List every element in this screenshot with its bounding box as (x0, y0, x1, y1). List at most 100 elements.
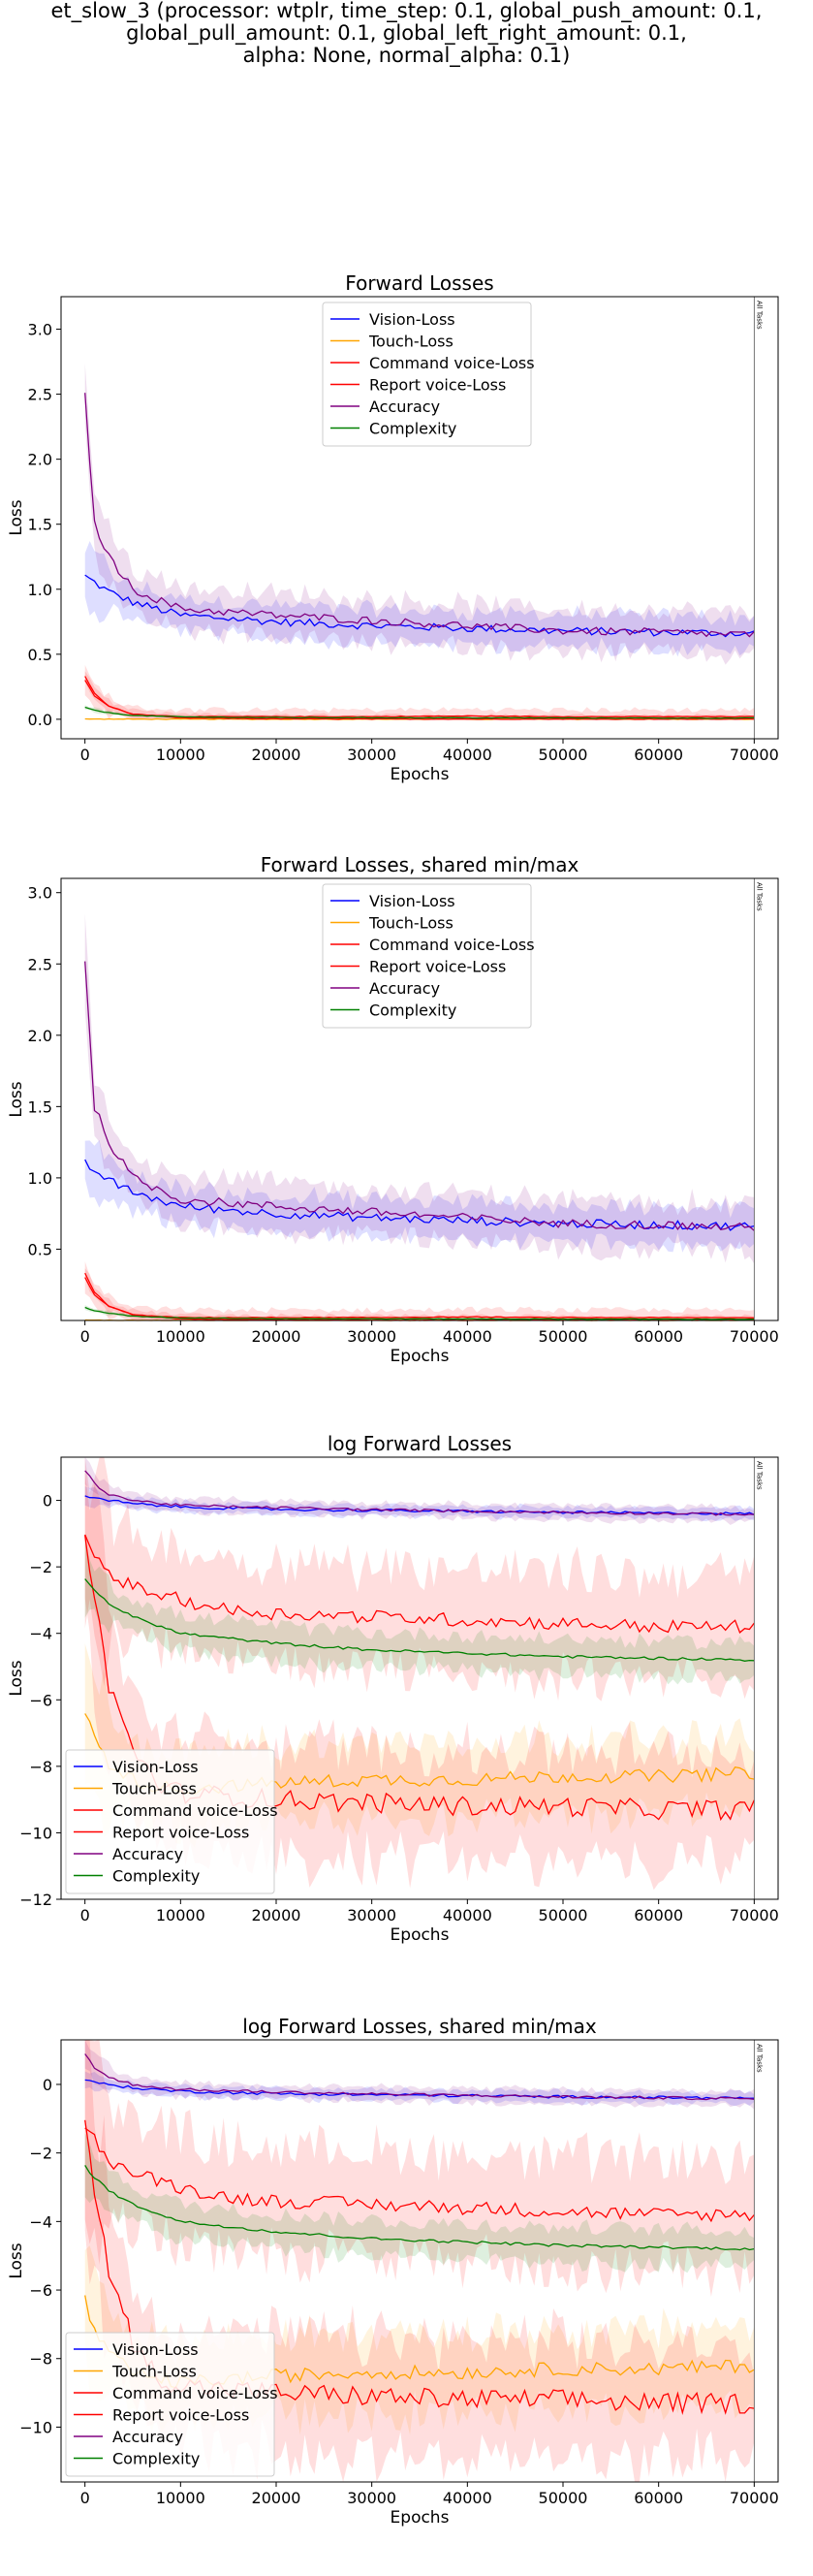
figure-title-line: alpha: None, normal_alpha: 0.1) (242, 44, 571, 67)
chart-log-forward-losses-shared: log Forward Losses, shared min/max All Ta… (7, 2015, 779, 2528)
series-line-accuracy (84, 961, 755, 1231)
series-line-complexity (84, 706, 755, 719)
x-tick-label: 70000 (730, 2489, 779, 2507)
figure-title-line: global_pull_amount: 0.1, global_left_rig… (126, 21, 687, 45)
y-tick-label: 1.5 (28, 516, 52, 534)
y-tick-label: 0.5 (28, 646, 52, 664)
y-tick-label: −4 (29, 2212, 52, 2231)
x-tick-label: 20000 (252, 2489, 301, 2507)
y-tick-label: 0.5 (28, 1240, 52, 1258)
band-command-voice-loss (84, 671, 755, 719)
x-tick-label: 40000 (443, 1327, 492, 1346)
legend-box (65, 2332, 275, 2477)
chart-title: log Forward Losses, shared min/max (242, 2015, 597, 2038)
legend-entry-touch-loss: Touch-Loss (111, 1780, 197, 1798)
series-line-complexity (84, 2165, 755, 2251)
band-complexity (84, 1305, 755, 1320)
y-tick-label: 1.5 (28, 1097, 52, 1116)
series-line-vision-loss (84, 1159, 755, 1231)
series-line-accuracy (84, 1470, 755, 1516)
series-lines (84, 1470, 755, 1822)
legend: Vision-Loss Touch-Loss Command voice-Loss R… (322, 883, 535, 1029)
band-report-voice-loss (84, 1261, 755, 1320)
chart-title: Forward Losses, shared min/max (261, 853, 579, 876)
y-tick-label: 3.0 (28, 884, 52, 903)
x-tick-label: 60000 (634, 1327, 683, 1346)
legend: Vision-Loss Touch-Loss Command voice-Loss R… (322, 302, 535, 447)
y-axis-label: Loss (7, 1081, 26, 1117)
x-tick-label: 70000 (730, 1327, 779, 1346)
x-tick-label: 20000 (252, 1327, 301, 1346)
x-tick-label: 30000 (347, 2489, 396, 2507)
legend-entry-report-voice-loss: Report voice-Loss (369, 958, 506, 976)
series-line-vision-loss (84, 2079, 755, 2100)
x-tick-label: 40000 (443, 2489, 492, 2507)
x-tick-label: 60000 (634, 2489, 683, 2507)
legend-entry-command-voice-loss: Command voice-Loss (112, 1801, 278, 1820)
y-axis-label: Loss (7, 2242, 26, 2278)
band-vision-loss (84, 2071, 755, 2107)
y-tick-label: −8 (29, 2350, 52, 2369)
x-tick-label: 10000 (156, 1327, 205, 1346)
chart-forward-losses: Forward Losses All Tasks 0 10000 20000 30000 4… (7, 271, 779, 784)
legend-entry-command-voice-loss: Command voice-Loss (369, 354, 535, 372)
x-tick-label: 70000 (730, 1906, 779, 1924)
series-lines (84, 393, 755, 720)
legend-entry-vision-loss: Vision-Loss (112, 2340, 199, 2359)
x-tick-label: 0 (80, 746, 90, 764)
legend-box (322, 883, 532, 1029)
x-tick-label: 20000 (252, 1906, 301, 1924)
x-tick-label: 0 (80, 1906, 90, 1924)
x-axis-label: Epochs (391, 2508, 450, 2528)
x-tick-label: 60000 (634, 1906, 683, 1924)
legend-entry-vision-loss: Vision-Loss (369, 892, 455, 910)
legend-entry-vision-loss: Vision-Loss (112, 1758, 199, 1776)
legend: Vision-Loss Touch-Loss Command voice-Loss R… (65, 2332, 278, 2477)
x-tick-label: 40000 (443, 746, 492, 764)
y-tick-label: −6 (29, 1691, 52, 1709)
x-axis-label: Epochs (391, 765, 450, 784)
legend-entry-complexity: Complexity (112, 1867, 200, 1886)
band-accuracy (84, 1457, 755, 1525)
x-tick-label: 20000 (252, 746, 301, 764)
y-tick-label: 1.0 (28, 1169, 52, 1188)
legend-entry-touch-loss: Touch-Loss (111, 2363, 197, 2381)
legend-entry-touch-loss: Touch-Loss (368, 914, 453, 933)
band-report-voice-loss (84, 664, 755, 719)
chart-title: log Forward Losses (328, 1432, 512, 1455)
x-tick-label: 30000 (347, 1327, 396, 1346)
y-tick-label: 0.0 (28, 711, 52, 729)
legend-entry-complexity: Complexity (369, 1002, 456, 1020)
chart-log-forward-losses: log Forward Losses All Tasks 0 10000 20000 30… (7, 1432, 779, 1945)
x-tick-label: 60000 (634, 746, 683, 764)
x-tick-label: 50000 (539, 746, 588, 764)
series-line-report-voice-loss (84, 2127, 755, 2223)
x-axis-label: Epochs (391, 1925, 450, 1945)
series-line-command-voice-loss (84, 676, 755, 720)
x-tick-label: 10000 (156, 746, 205, 764)
series-line-vision-loss (84, 574, 755, 638)
figure-title: et_slow_3 (processor: wtplr, time_step: … (0, 0, 813, 67)
legend-entry-accuracy: Accuracy (112, 1845, 183, 1863)
series-line-report-voice-loss (84, 1534, 755, 1634)
band-complexity (84, 1540, 755, 1685)
legend-entry-accuracy: Accuracy (369, 979, 440, 998)
y-tick-label: −10 (19, 1824, 52, 1842)
legend-entry-complexity: Complexity (369, 420, 456, 438)
x-tick-label: 50000 (539, 1327, 588, 1346)
y-tick-label: −8 (29, 1758, 52, 1776)
legend-entry-complexity: Complexity (112, 2450, 200, 2468)
y-tick-label: 2.0 (28, 1027, 52, 1045)
x-axis-label: Epochs (391, 1347, 450, 1366)
x-tick-label: 10000 (156, 2489, 205, 2507)
legend-entry-command-voice-loss: Command voice-Loss (112, 2384, 278, 2402)
all-tasks-label: All Tasks (755, 1461, 763, 1490)
y-tick-label: −4 (29, 1625, 52, 1643)
legend-entry-command-voice-loss: Command voice-Loss (369, 936, 535, 954)
y-tick-label: 1.0 (28, 581, 52, 599)
x-tick-label: 0 (80, 2489, 90, 2507)
series-line-complexity (84, 1306, 755, 1320)
legend-entry-touch-loss: Touch-Loss (368, 333, 453, 351)
y-tick-label: −10 (19, 2418, 52, 2436)
x-tick-label: 0 (80, 1327, 90, 1346)
